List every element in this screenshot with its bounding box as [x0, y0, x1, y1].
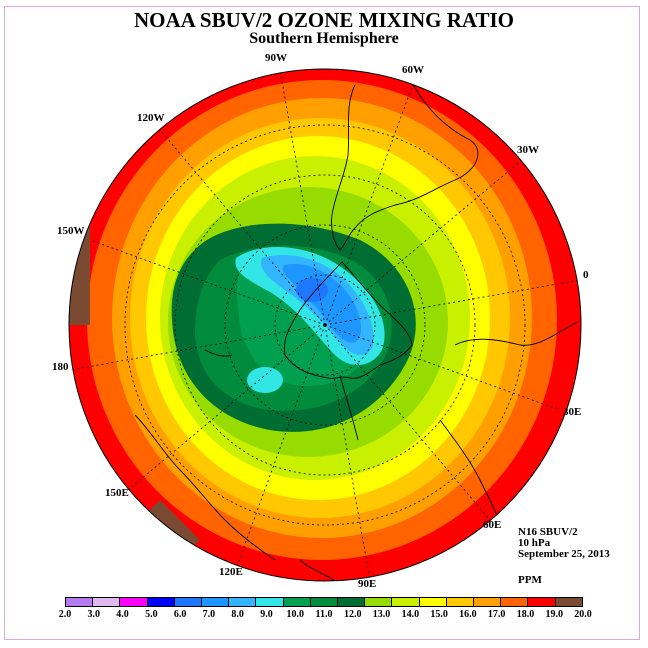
figure-frame	[4, 6, 640, 640]
legend-tick-label: 16.0	[459, 609, 477, 620]
legend-color-box	[419, 598, 447, 606]
legend-color-box	[310, 598, 339, 606]
units-label: PPM	[518, 574, 542, 586]
legend-color-box	[365, 598, 393, 606]
legend-color-box	[392, 598, 420, 606]
legend-color-box	[229, 598, 257, 606]
lon-label-90w: 90W	[265, 52, 287, 64]
lon-label-30w: 30W	[517, 144, 539, 156]
legend-color-box	[338, 598, 366, 606]
map-boundary	[68, 68, 582, 582]
lon-label-90e: 90E	[358, 578, 376, 590]
legend-color-box	[120, 598, 148, 606]
legend-tick-label: 3.0	[87, 609, 101, 620]
lon-label-120e: 120E	[219, 566, 243, 578]
legend-tick-label: 8.0	[231, 609, 244, 620]
longitude-labels: 90W 60W 30W 0 30E 60E 90E 120E 150E 180 …	[52, 52, 589, 590]
color-legend-bar	[65, 597, 583, 607]
legend-color-box	[93, 598, 121, 606]
legend-tick-label: 13.0	[372, 609, 391, 620]
legend-tick-label: 7.0	[202, 609, 216, 620]
legend-tick-label: 17.0	[487, 609, 506, 620]
legend-tick-label: 11.0	[315, 609, 333, 620]
legend-tick-label: 4.0	[116, 609, 129, 620]
graticule	[69, 69, 581, 581]
legend-tick-label: 19.0	[545, 609, 563, 620]
lon-label-150e: 150E	[105, 487, 129, 499]
legend-tick-label: 6.0	[173, 609, 187, 620]
lon-label-30e: 30E	[563, 406, 581, 418]
legend-tick-label: 18.0	[516, 609, 535, 620]
legend-color-box	[474, 598, 502, 606]
legend-tick-label: 12.0	[344, 609, 362, 620]
legend-color-box	[528, 598, 556, 606]
legend-tick-label: 15.0	[430, 609, 448, 620]
lon-label-60e: 60E	[483, 519, 501, 531]
lon-label-120w: 120W	[137, 112, 165, 124]
legend-color-box	[446, 598, 475, 606]
legend-color-box	[66, 598, 94, 606]
map-title: NOAA SBUV/2 OZONE MIXING RATIO	[134, 8, 514, 32]
legend-color-box	[202, 598, 230, 606]
satellite-label: N16 SBUV/2	[518, 526, 578, 538]
legend-tick-label: 10.0	[286, 609, 304, 620]
legend-color-box	[147, 598, 175, 606]
legend-color-box	[555, 598, 582, 606]
pressure-level-label: 10 hPa	[518, 537, 551, 549]
legend-color-box	[283, 598, 311, 606]
legend-color-box	[256, 598, 284, 606]
coastlines	[134, 74, 579, 581]
ozone-contours	[69, 69, 581, 581]
lon-label-150w: 150W	[57, 225, 85, 237]
legend-tick-label: 14.0	[401, 609, 420, 620]
legend-color-box	[174, 598, 203, 606]
legend-tick-label: 9.0	[260, 609, 273, 620]
legend-color-box	[501, 598, 529, 606]
lon-label-60w: 60W	[402, 64, 424, 76]
map-subtitle: Southern Hemisphere	[249, 30, 399, 47]
lon-label-0: 0	[583, 269, 589, 281]
legend-tick-label: 20.0	[574, 609, 592, 620]
lon-label-180: 180	[52, 361, 69, 373]
legend-tick-label: 5.0	[145, 609, 158, 620]
date-label: September 25, 2013	[518, 548, 610, 560]
legend-tick-label: 2.0	[58, 609, 72, 620]
